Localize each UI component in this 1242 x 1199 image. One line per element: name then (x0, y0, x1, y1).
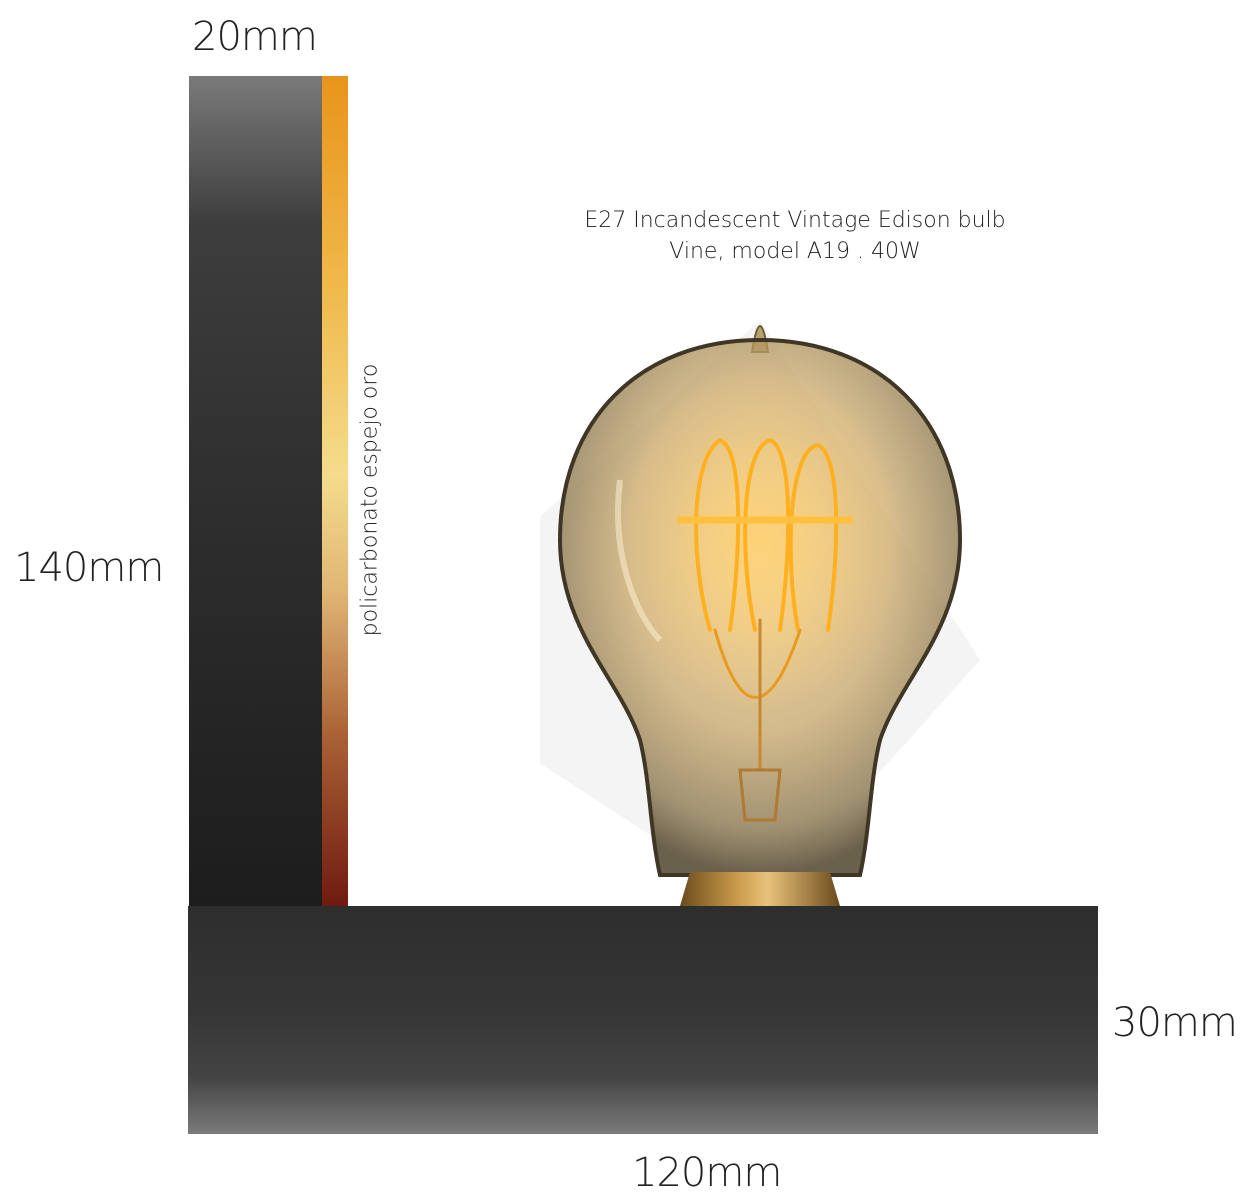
base-width-dimension-label: 120mm (632, 1150, 782, 1196)
filament (676, 437, 854, 822)
bulb-caption-line1: E27 Incandescent Vintage Edison bulb (584, 208, 1006, 233)
bulb-caption-line2: Vine, model A19 . 40W (669, 239, 921, 264)
bulb-base (680, 872, 840, 906)
strip-material-label: policarbonato espejo oro (357, 363, 383, 637)
glass-highlight (615, 479, 663, 643)
bulb-caption: E27 Incandescent Vintage Edison bulb Vin… (555, 205, 1035, 267)
horizontal-base (188, 906, 1098, 1134)
width-dimension-label: 20mm (192, 14, 318, 60)
height-dimension-label: 140mm (14, 545, 164, 591)
base-height-dimension-label: 30mm (1112, 1000, 1238, 1046)
bulb-glow (600, 370, 920, 750)
vertical-post (189, 76, 323, 908)
gold-mirror-strip (322, 76, 348, 908)
edison-bulb-illustration (540, 320, 980, 906)
